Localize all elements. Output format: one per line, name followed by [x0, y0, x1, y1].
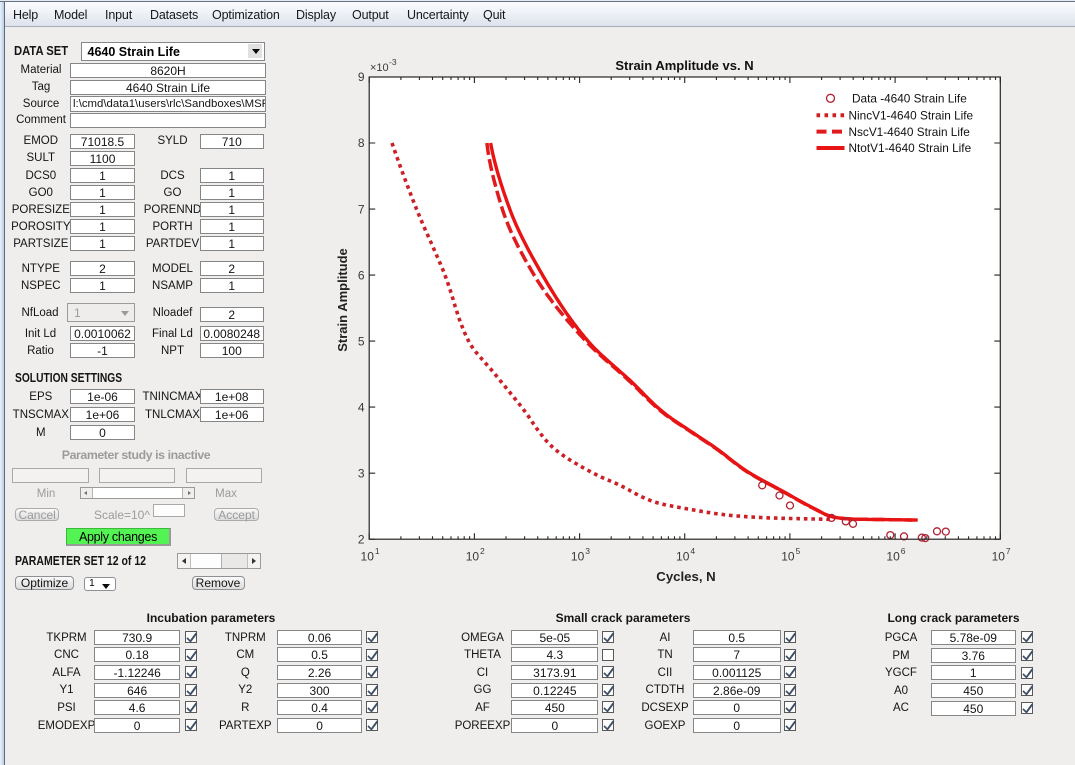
svg-text:Strain Amplitude: Strain Amplitude [335, 248, 350, 352]
svg-text:5: 5 [796, 546, 801, 556]
svg-text:3: 3 [358, 466, 365, 480]
svg-text:3: 3 [585, 546, 590, 556]
svg-text:Strain Amplitude vs. N: Strain Amplitude vs. N [615, 58, 753, 73]
svg-text:10: 10 [361, 550, 375, 564]
svg-text:10: 10 [992, 550, 1006, 564]
svg-text:10: 10 [886, 550, 900, 564]
svg-text:1: 1 [375, 546, 380, 556]
svg-text:7: 7 [1006, 546, 1011, 556]
svg-text:2: 2 [480, 546, 485, 556]
svg-text:6: 6 [901, 546, 906, 556]
svg-text:10: 10 [676, 550, 690, 564]
svg-text:5: 5 [358, 334, 365, 348]
svg-text:6: 6 [358, 268, 365, 282]
svg-text:×10: ×10 [370, 62, 389, 74]
svg-text:-3: -3 [389, 57, 397, 67]
svg-text:NincV1-4640 Strain Life: NincV1-4640 Strain Life [849, 109, 974, 123]
svg-text:8: 8 [358, 136, 365, 150]
svg-text:10: 10 [781, 550, 795, 564]
svg-text:4: 4 [358, 400, 365, 414]
svg-text:NscV1-4640 Strain Life: NscV1-4640 Strain Life [849, 125, 971, 139]
svg-text:4: 4 [690, 546, 695, 556]
svg-text:Data -4640 Strain Life: Data -4640 Strain Life [852, 92, 967, 106]
svg-text:10: 10 [571, 550, 585, 564]
svg-text:Cycles, N: Cycles, N [656, 569, 715, 584]
svg-text:9: 9 [358, 70, 365, 84]
svg-text:2: 2 [358, 532, 365, 546]
svg-text:7: 7 [358, 202, 365, 216]
svg-text:10: 10 [466, 550, 480, 564]
svg-text:NtotV1-4640 Strain Life: NtotV1-4640 Strain Life [849, 141, 972, 155]
